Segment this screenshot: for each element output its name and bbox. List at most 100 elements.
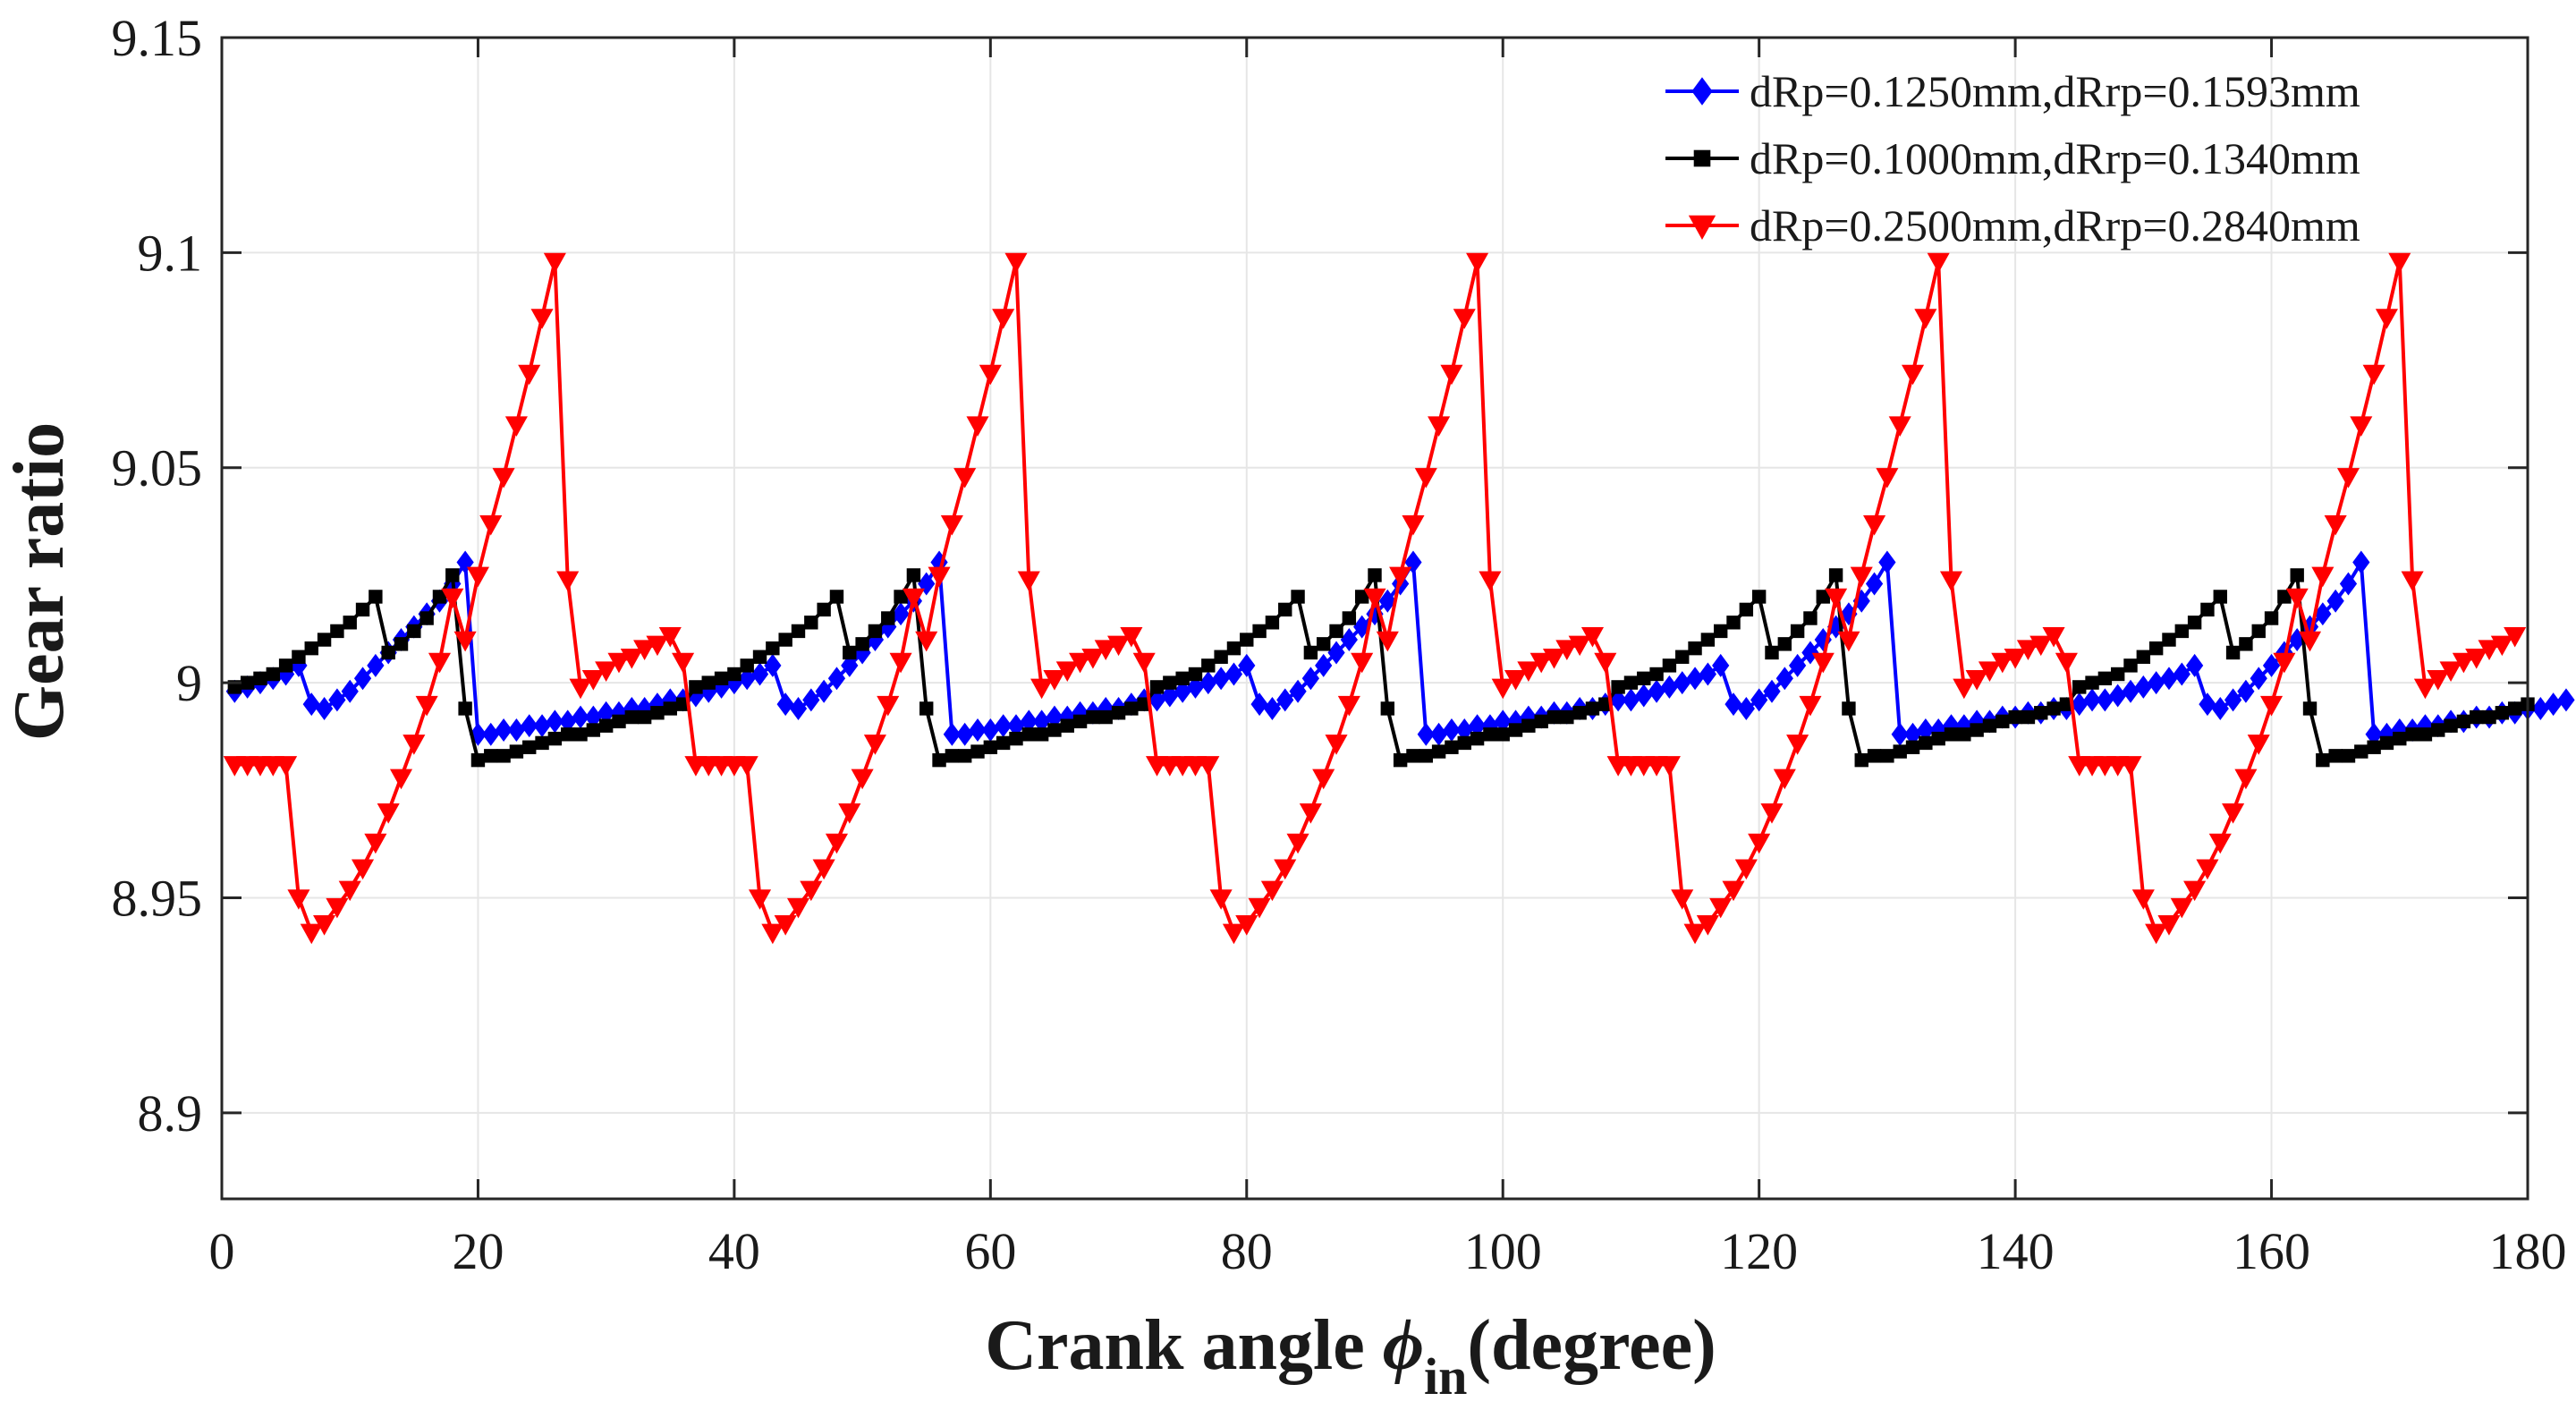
data-point: [1286, 833, 1309, 854]
x-tick-label: 80: [1221, 1222, 1273, 1280]
data-point: [240, 675, 255, 690]
data-point: [1699, 662, 1717, 686]
data-point: [2224, 688, 2242, 712]
data-point: [1867, 749, 1882, 763]
data-point: [266, 667, 280, 682]
data-point: [2324, 514, 2347, 536]
data-point: [2311, 566, 2334, 588]
data-point: [1914, 309, 1937, 329]
data-point: [1378, 589, 1396, 613]
data-point: [573, 727, 588, 742]
data-point: [521, 714, 538, 738]
data-point: [945, 749, 960, 763]
data-point: [1419, 749, 1433, 763]
data-point: [1777, 637, 1792, 651]
data-point: [2262, 653, 2281, 677]
data-point: [1696, 915, 1719, 936]
data-point: [1132, 652, 1156, 674]
data-point: [607, 652, 631, 674]
data-point: [381, 645, 395, 660]
x-tick-label: 60: [964, 1222, 1016, 1280]
plot-frame: [220, 36, 2529, 1201]
data-point: [2211, 696, 2229, 720]
data-point: [1671, 889, 1694, 910]
data-point: [1188, 667, 1203, 682]
data-point: [1414, 468, 1437, 488]
data-point: [2186, 653, 2204, 677]
data-point: [1688, 641, 1702, 656]
data-point: [2145, 923, 2168, 945]
data-point: [1811, 652, 1835, 674]
data-point: [996, 735, 1011, 751]
data-point: [1901, 364, 1925, 386]
x-tick-label: 20: [452, 1222, 504, 1280]
x-tick-label: 40: [708, 1222, 760, 1280]
data-point: [389, 769, 413, 790]
data-point: [1303, 645, 1318, 660]
data-point: [2042, 626, 2065, 648]
data-point: [1765, 645, 1779, 660]
data-point: [2173, 662, 2190, 686]
data-point: [1825, 588, 1848, 609]
data-point: [633, 640, 657, 660]
data-point: [1724, 692, 1742, 717]
data-point: [1209, 889, 1233, 910]
data-point: [2444, 718, 2458, 733]
x-tick-label: 100: [1464, 1222, 1542, 1280]
data-point: [983, 740, 998, 754]
data-point: [919, 701, 934, 716]
data-point: [1111, 706, 1126, 720]
y-tick-label: 9.15: [112, 9, 203, 67]
data-point: [1546, 709, 1562, 725]
data-point: [453, 631, 477, 652]
data-point: [315, 696, 334, 720]
y-tick-label: 8.9: [138, 1084, 203, 1142]
data-point: [2157, 915, 2181, 936]
data-point: [953, 468, 977, 488]
data-point: [1649, 667, 1664, 682]
data-point: [2482, 709, 2496, 725]
x-tick-label: 160: [2233, 1222, 2310, 1280]
data-point: [1315, 653, 1333, 677]
data-point: [2085, 675, 2099, 690]
data-point: [1662, 658, 1677, 673]
data-point: [2362, 364, 2385, 386]
data-point: [394, 637, 409, 651]
data-point: [415, 695, 438, 717]
y-tick-label: 8.95: [112, 869, 203, 927]
data-point: [881, 611, 895, 625]
data-point: [1327, 641, 1345, 665]
data-point: [479, 514, 503, 536]
data-point: [1263, 696, 1282, 720]
data-point: [367, 653, 385, 677]
data-point: [1837, 631, 1860, 652]
data-point: [2072, 680, 2087, 694]
data-point: [504, 416, 528, 437]
data-point: [343, 616, 357, 630]
data-point: [841, 653, 859, 677]
data-point: [1560, 709, 1574, 725]
data-point: [1479, 571, 1502, 592]
data-point: [1803, 611, 1818, 625]
data-point: [1163, 675, 1177, 690]
data-point: [317, 633, 332, 647]
data-point: [595, 661, 618, 683]
data-point: [1953, 678, 1976, 700]
data-point: [302, 692, 320, 717]
data-point: [509, 744, 524, 759]
data-point: [2401, 571, 2424, 592]
data-point: [1017, 571, 1040, 592]
data-point: [1508, 723, 1523, 737]
data-point: [1878, 550, 1896, 574]
data-point: [1683, 923, 1707, 945]
data-point: [1004, 252, 1028, 274]
data-point: [1939, 571, 1963, 592]
data-point: [1466, 252, 1489, 274]
data-point: [1491, 678, 1514, 700]
data-point: [1657, 756, 1681, 777]
data-point: [1107, 635, 1131, 657]
data-point: [2170, 897, 2193, 919]
x-axis-title-subscript: in: [1424, 1347, 1467, 1406]
data-point: [2260, 695, 2284, 717]
data-point: [1376, 631, 1399, 652]
